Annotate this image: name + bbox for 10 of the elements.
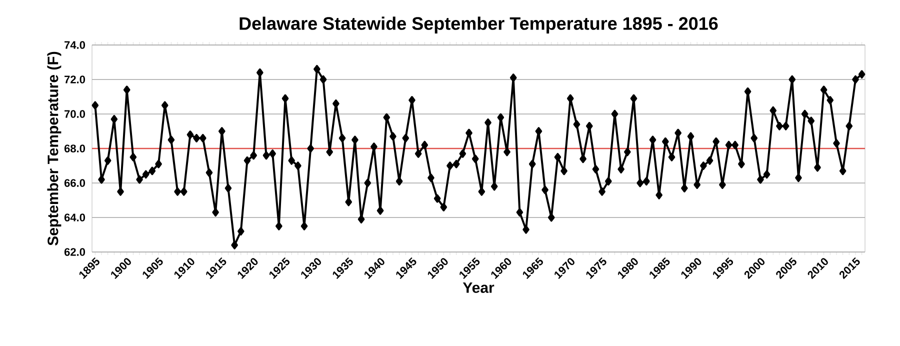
y-tick-label: 68.0 [64,144,86,152]
x-axis-title: Year [462,282,494,293]
y-tick-label: 64.0 [64,214,86,222]
y-tick-label: 62.0 [64,248,86,256]
y-axis-title: September Temperature (F) [47,52,62,246]
chart-title: Delaware Statewide September Temperature 1895 - 2016 [240,16,718,34]
y-tick-label: 74.0 [64,41,86,49]
y-tick-label: 70.0 [64,110,86,118]
y-tick-label: 66.0 [64,179,86,187]
y-tick-label: 72.0 [64,76,86,84]
